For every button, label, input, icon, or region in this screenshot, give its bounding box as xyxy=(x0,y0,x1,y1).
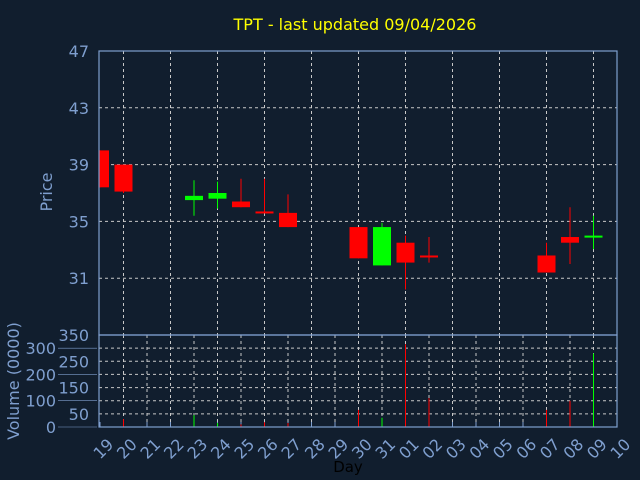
candle-body xyxy=(373,227,391,266)
price-tick-label: 31 xyxy=(69,269,89,288)
candle-body xyxy=(99,150,109,188)
candle-body xyxy=(232,201,250,208)
volume-bars xyxy=(123,344,594,427)
price-tick-label: 39 xyxy=(69,156,89,175)
volume-tick-label: 100 xyxy=(25,392,56,411)
candle-body xyxy=(279,212,297,228)
price-tick-label: 43 xyxy=(69,99,89,118)
volume-tick-label: 200 xyxy=(25,365,56,384)
price-tick-label: 35 xyxy=(69,212,89,231)
x-axis-label: Day xyxy=(333,458,363,476)
volume-tick-label: 50 xyxy=(69,405,89,424)
candle-body xyxy=(255,211,274,214)
candles xyxy=(99,150,603,290)
candle-body xyxy=(396,242,415,263)
candle-body xyxy=(561,237,579,243)
candle-body xyxy=(185,195,203,201)
volume-tick-label: 350 xyxy=(58,326,89,345)
x-tick-label: 10 xyxy=(606,435,634,463)
volume-tick-label: 250 xyxy=(58,352,89,371)
price-tick-label: 47 xyxy=(69,42,89,61)
candle-body xyxy=(584,235,603,238)
candle-body xyxy=(420,255,438,258)
volume-axis-label: Volume (0000) xyxy=(4,322,23,440)
price-axis-label: Price xyxy=(37,172,56,211)
candle-body xyxy=(349,227,368,259)
volume-tick-label: 0 xyxy=(46,418,56,437)
candle-body xyxy=(537,255,556,273)
volume-tick-label: 300 xyxy=(25,339,56,358)
candle-body xyxy=(114,164,133,192)
volume-tick-label: 150 xyxy=(58,379,89,398)
grid xyxy=(58,50,618,428)
volume-axis-frame xyxy=(98,334,618,428)
chart-title: TPT - last updated 09/04/2026 xyxy=(233,15,477,34)
candle-body xyxy=(208,193,227,199)
tick-labels: 1920212223242526272829303101020304050607… xyxy=(25,42,634,463)
